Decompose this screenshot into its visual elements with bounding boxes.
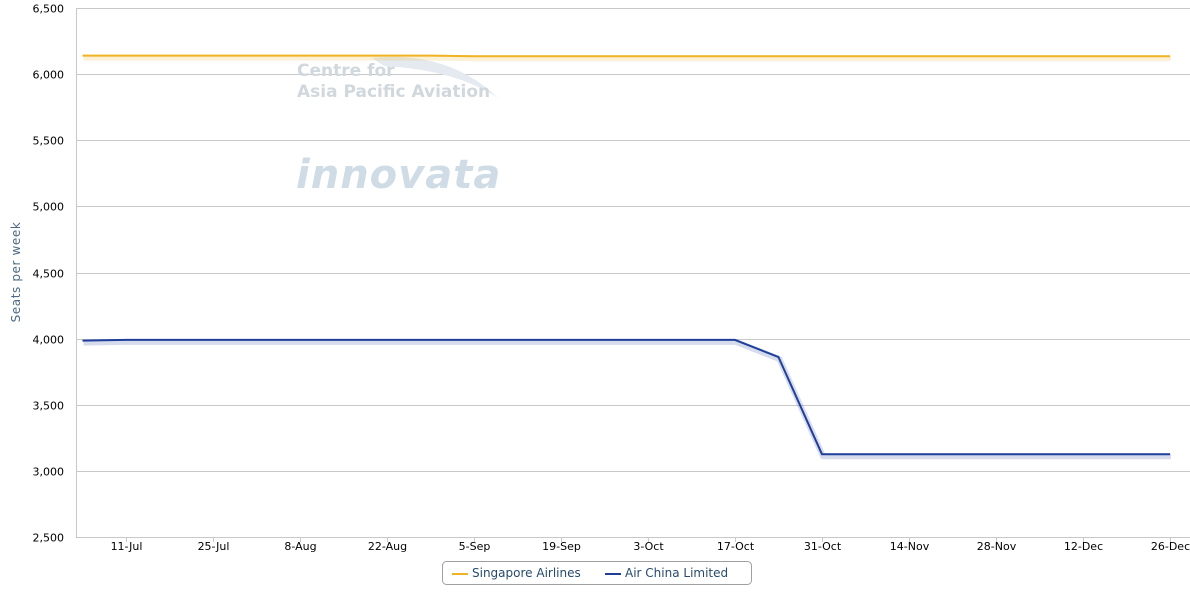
series-shadow [83,338,1171,460]
capa-watermark-line2: Asia Pacific Aviation [297,82,490,102]
legend[interactable]: Singapore Airlines Air China Limited [442,561,752,585]
innovata-watermark: innovata [296,152,501,198]
y-axis: 2,500 3,000 3,500 4,000 4,500 5,000 5,500 6,000… [33,3,77,545]
y-tick-label: 5,500 [33,135,65,148]
x-tick-label: 17-Oct [717,540,755,553]
y-tick-label: 3,500 [33,400,65,413]
legend-box [442,561,752,585]
x-tick-label: 8-Aug [284,540,316,553]
x-tick-label: 11-Jul [111,540,143,553]
x-tick-label: 5-Sep [459,540,491,553]
x-tick-label: 12-Dec [1064,540,1103,553]
y-tick-label: 2,500 [33,532,65,545]
y-tick-label: 4,000 [33,334,65,347]
x-tick-label: 3-Oct [633,540,664,553]
y-tick-label: 4,500 [33,268,65,281]
legend-item-air-china-limited[interactable]: Air China Limited [605,566,728,580]
x-tick-label: 22-Aug [368,540,407,553]
x-tick-label: 19-Sep [542,540,581,553]
capa-swoosh-shape [372,56,498,98]
x-tick-label: 14-Nov [890,540,930,553]
y-tick-label: 5,000 [33,201,65,214]
series-layer [82,54,1171,460]
series-shadow [83,54,1171,62]
legend-label: Air China Limited [625,566,728,580]
y-axis-title: Seats per week [9,222,23,323]
y-tick-label: 6,500 [33,3,65,16]
y-tick-label: 6,000 [33,69,65,82]
x-axis: 11-Jul 25-Jul 8-Aug 22-Aug 5-Sep 19-Sep 3-Oct 1… [111,537,1190,553]
watermark: Centre for Asia Pacific Aviation innovat… [296,56,501,198]
legend-item-singapore-airlines[interactable]: Singapore Airlines [452,566,581,580]
x-tick-label: 25-Jul [198,540,230,553]
legend-label: Singapore Airlines [472,566,581,580]
series-line-air-china-limited [82,338,1170,456]
x-tick-label: 31-Oct [804,540,842,553]
series-line-singapore-airlines [82,54,1170,58]
x-tick-label: 28-Nov [977,540,1017,553]
y-tick-label: 3,000 [33,466,65,479]
x-tick-label: 26-Dec [1151,540,1190,553]
capa-watermark-line1: Centre for [297,61,395,81]
